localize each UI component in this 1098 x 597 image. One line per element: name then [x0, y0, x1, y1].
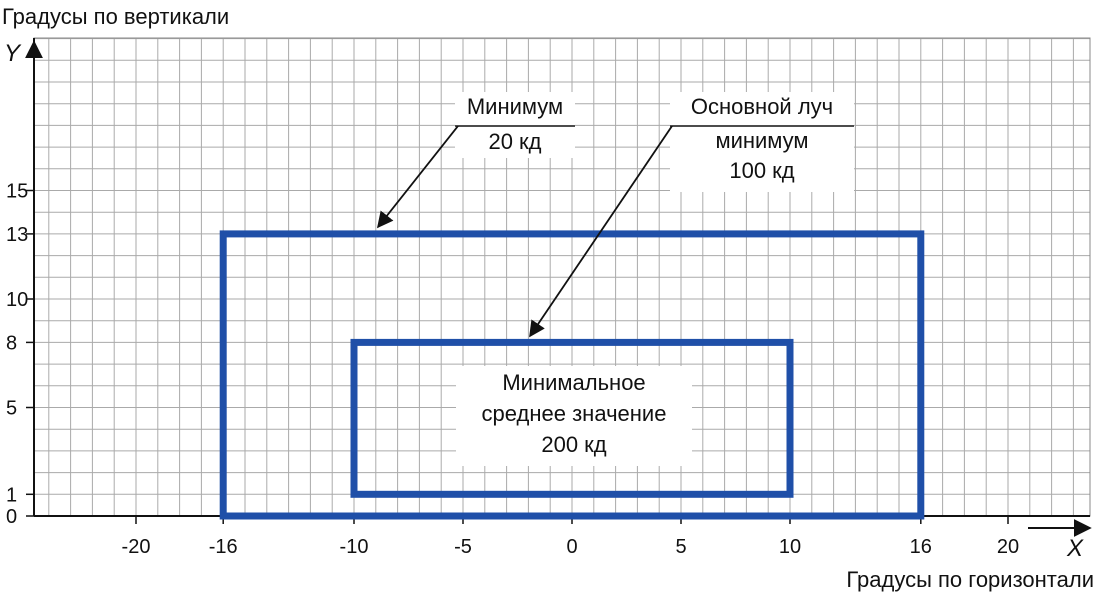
y-axis-letter: Y: [4, 40, 22, 67]
label-main-beam-value: 100 кд: [729, 158, 794, 183]
label-main-beam-min: минимум: [715, 128, 808, 153]
x-tick-label: 5: [675, 536, 686, 558]
y-tick-label: 15: [6, 181, 28, 203]
arrow-minimum: [376, 125, 459, 229]
annotation-average: Минимальное среднее значение 200 кд: [456, 366, 692, 466]
label-average-value: 200 кд: [541, 432, 606, 457]
x-axis-letter: X: [1066, 535, 1084, 562]
label-average-desc: среднее значение: [482, 401, 667, 426]
y-tick-label: 1: [6, 484, 17, 506]
annotation-main-beam: Основной луч минимум 100 кд: [529, 92, 854, 338]
label-main-beam-title: Основной луч: [691, 94, 833, 119]
x-tick-label: -20: [122, 536, 151, 558]
x-tick-label: 16: [910, 536, 932, 558]
x-tick-label: 10: [779, 536, 801, 558]
y-tick-label: 10: [6, 289, 28, 311]
y-tick-label: 13: [6, 224, 28, 246]
x-tick-label: -5: [454, 536, 472, 558]
y-tick-label: 5: [6, 398, 17, 420]
arrow-main-beam: [529, 125, 673, 338]
x-axis-title: Градусы по горизонтали: [846, 567, 1094, 592]
x-tick-label: 20: [997, 536, 1019, 558]
y-tick-label: 8: [6, 332, 17, 354]
x-tick-label: -16: [209, 536, 238, 558]
label-average-title: Минимальное: [502, 370, 645, 395]
annotation-minimum: Минимум 20 кд: [376, 92, 575, 229]
outer-zone: [219, 230, 925, 520]
label-minimum-title: Минимум: [467, 94, 563, 119]
zones: [219, 230, 925, 520]
y-axis-title: Градусы по вертикали: [2, 4, 229, 29]
x-tick-label: -10: [340, 536, 369, 558]
y-tick-label: 0: [6, 506, 17, 528]
x-tick-label: 0: [566, 536, 577, 558]
label-minimum-value: 20 кд: [488, 129, 541, 154]
inner-zone: [350, 338, 794, 498]
